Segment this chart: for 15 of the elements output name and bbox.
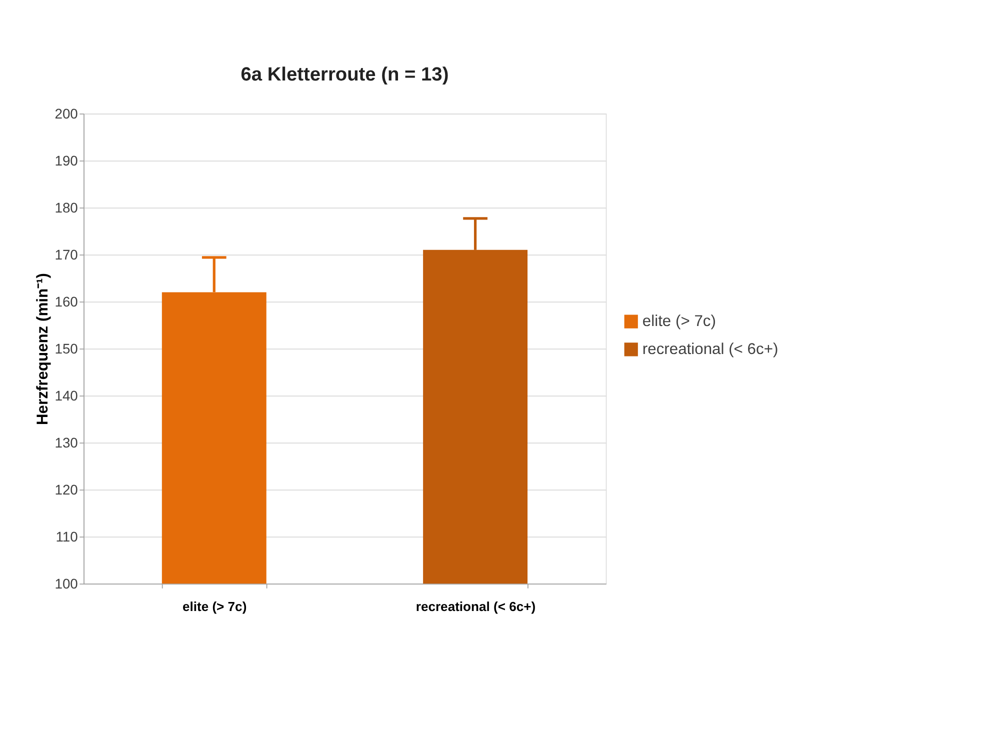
legend-label: elite (> 7c) <box>642 312 716 330</box>
y-tick-label: 180 <box>54 199 78 216</box>
y-tick-label: 190 <box>54 152 78 168</box>
y-tick-label: 160 <box>54 293 78 310</box>
legend-label: recreational (< 6c+) <box>642 340 778 358</box>
y-tick-label: 120 <box>54 481 78 498</box>
y-tick-label: 110 <box>56 528 78 544</box>
y-tick-label: 130 <box>54 434 78 450</box>
y-tick-label: 200 <box>54 105 78 122</box>
y-axis-title: Herzfrequenz (min⁻¹) <box>34 273 52 426</box>
chart-title: 6a Kletterroute (n = 13) <box>240 64 449 86</box>
y-tick-label: 140 <box>54 387 78 404</box>
y-tick-label: 100 <box>54 575 78 592</box>
y-tick-label: 170 <box>54 246 78 262</box>
y-tick-label: 150 <box>54 340 78 356</box>
